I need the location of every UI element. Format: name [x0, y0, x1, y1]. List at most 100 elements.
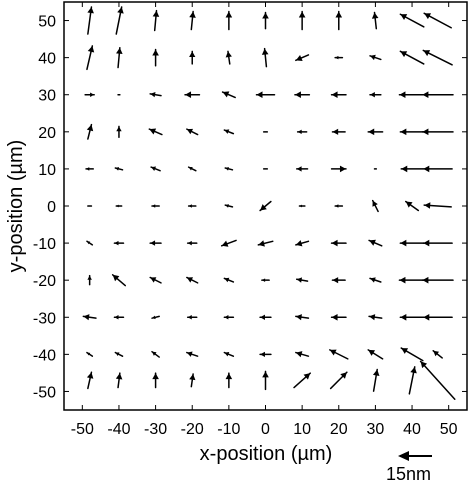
vector-arrow [423, 12, 452, 29]
vector-arrow [399, 239, 425, 247]
y-axis-label: y-position (µm) [5, 140, 27, 273]
vector-arrow [262, 11, 269, 30]
vector-arrow [259, 314, 272, 320]
vector-arrow [187, 204, 197, 208]
vector-arrow [419, 360, 456, 400]
y-tick-label: 30 [38, 88, 56, 105]
y-tick-label: -50 [33, 384, 56, 401]
vector-arrow [225, 50, 232, 65]
vector-arrow [295, 314, 310, 321]
vector-arrow [150, 166, 161, 172]
y-tick-label: -20 [33, 273, 56, 290]
vector-arrow [152, 372, 159, 389]
y-tick-labels: 50 40 30 20 10 0 -10 -20 -30 -40 -50 [33, 14, 56, 402]
vector-arrow [367, 128, 384, 136]
vector-arrow [371, 199, 379, 213]
vector-arrow [330, 313, 347, 321]
x-tick-label: 0 [261, 421, 270, 438]
x-tick-label: -10 [217, 421, 240, 438]
vector-arrow [295, 351, 310, 358]
x-tick-label: 50 [440, 421, 458, 438]
vector-arrow [113, 240, 125, 246]
vector-arrow [86, 371, 94, 390]
vector-arrow [184, 91, 201, 99]
vector-arrow [187, 166, 197, 172]
x-tick-label: -40 [107, 421, 130, 438]
vector-arrow [398, 91, 426, 99]
y-tick-label: 40 [38, 51, 56, 68]
y-tick-label: -30 [33, 310, 56, 327]
vector-arrow [298, 10, 306, 31]
vector-arrow [114, 167, 124, 171]
vector-arrow [223, 351, 235, 357]
y-tick-label: -40 [33, 347, 56, 364]
vector-arrow [259, 200, 272, 212]
y-tick-label: 0 [47, 199, 56, 216]
vector-arrow [152, 48, 159, 67]
vector-arrow [329, 349, 349, 360]
x-tick-label: -30 [144, 421, 167, 438]
vector-arrow [113, 315, 125, 320]
vector-arrow [400, 165, 424, 173]
vector-arrow [400, 347, 424, 362]
vector-arrow [115, 204, 123, 208]
vector-arrow [225, 372, 233, 389]
vector-arrow [295, 277, 309, 283]
vector-arrow [82, 314, 97, 321]
x-tick-label: 10 [293, 421, 311, 438]
vector-arrow [421, 91, 454, 99]
vector-arrow [189, 10, 196, 31]
vector-arrow [432, 350, 443, 359]
scale-bar: 15nm [386, 451, 432, 484]
vector-arrow [186, 351, 199, 357]
vector-arrow [116, 125, 122, 138]
vector-arrow [225, 10, 233, 31]
vector-arrow [399, 128, 425, 136]
vector-arrow [330, 165, 347, 173]
vector-arrow [367, 349, 384, 360]
vector-arrow [399, 13, 425, 28]
vector-arrow [151, 350, 160, 358]
vector-arrow [422, 165, 453, 173]
vector-arrow [186, 276, 199, 284]
vector-arrow [86, 240, 94, 246]
vector-arrow [84, 92, 95, 97]
y-tick-label: 50 [38, 14, 56, 31]
vector-arrow [86, 351, 94, 357]
vector-arrows [82, 6, 456, 400]
vector-arrow [369, 92, 382, 98]
x-tick-label: 30 [367, 421, 385, 438]
vector-arrow [115, 6, 124, 35]
vector-arrow [151, 204, 160, 208]
vector-arrow [422, 313, 453, 321]
x-tick-label: 40 [403, 421, 421, 438]
vector-arrow [149, 91, 162, 98]
x-tick-labels: -50 -40 -30 -20 -10 0 10 20 30 40 50 [71, 421, 458, 438]
vector-arrow [296, 129, 308, 135]
vector-arrow [421, 128, 454, 136]
vector-arrow [331, 277, 346, 284]
vector-arrow [423, 202, 452, 209]
vector-arrow [85, 167, 94, 171]
vector-arrow [149, 276, 162, 284]
vector-arrow [368, 314, 383, 321]
vector-arrow [295, 240, 310, 247]
vector-arrow [223, 277, 235, 283]
vector-arrow [151, 315, 160, 320]
vector-arrow [115, 372, 123, 389]
vector-arrow [257, 240, 274, 247]
vector-arrow [261, 47, 269, 68]
vector-arrow [87, 6, 94, 35]
vector-arrow [331, 128, 346, 135]
vector-arrow [335, 10, 343, 31]
vector-arrow [334, 204, 344, 208]
vector-arrow [186, 128, 199, 136]
vector-arrow [399, 313, 425, 321]
vector-arrow [224, 204, 234, 208]
vector-arrow [220, 239, 237, 247]
vector-arrow [86, 123, 94, 140]
axis-ticks [64, 2, 467, 410]
y-tick-label: 10 [38, 162, 56, 179]
vector-arrow [368, 239, 383, 247]
y-tick-label: -10 [33, 236, 56, 253]
